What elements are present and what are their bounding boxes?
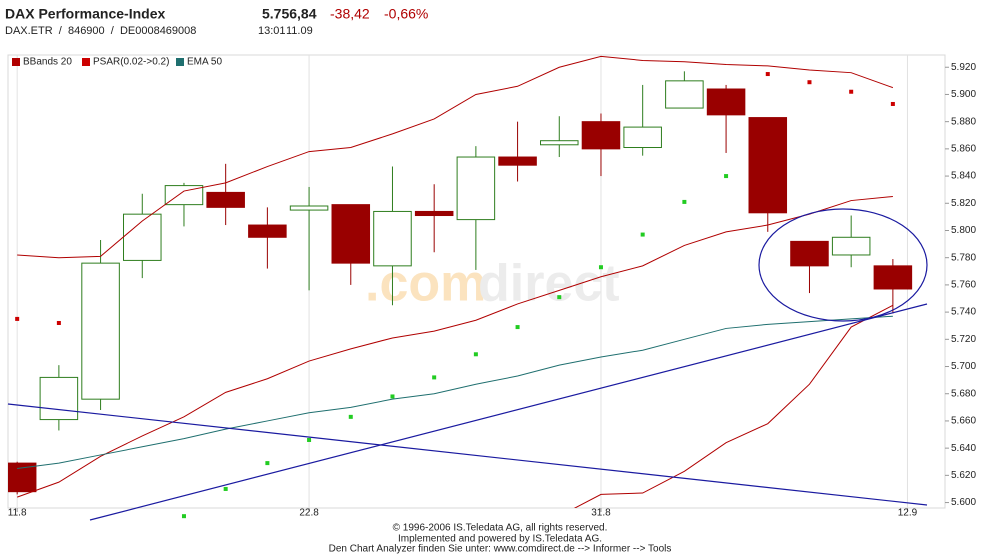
- candle-body: [81, 262, 120, 400]
- trend-line: [89, 303, 928, 521]
- candle-body: [456, 156, 496, 221]
- y-tick-label: 5.620: [951, 470, 976, 481]
- y-tick-label: 5.780: [951, 252, 976, 263]
- psar-dot: [307, 437, 312, 442]
- legend-label: BBands 20: [23, 57, 72, 68]
- band-upper: [17, 55, 894, 259]
- y-tick-label: 5.900: [951, 89, 976, 100]
- psar-dot: [432, 375, 437, 380]
- band-lower: [573, 304, 894, 508]
- psar-dot: [265, 461, 270, 466]
- psar-dot: [640, 232, 645, 237]
- candle-body: [790, 240, 829, 267]
- y-tick-label: 5.760: [951, 280, 976, 291]
- ids: DAX.ETR / 846900 / DE0008469008: [5, 25, 196, 37]
- price: 5.756,84: [262, 6, 317, 22]
- psar-dot: [515, 325, 520, 330]
- candle-body: [748, 117, 788, 214]
- candle-body: [206, 191, 245, 208]
- legend-label: EMA 50: [187, 57, 222, 68]
- y-tick-label: 5.820: [951, 198, 976, 209]
- y-tick-label: 5.700: [951, 361, 976, 372]
- change: -38,42: [330, 6, 370, 22]
- psar-dot: [390, 394, 395, 399]
- title: DAX Performance-Index: [5, 6, 165, 22]
- x-tick-label: 11.8: [8, 508, 27, 519]
- psar-dot: [181, 514, 186, 519]
- x-tick-label: 22.8: [299, 508, 319, 519]
- psar-dot: [765, 72, 770, 77]
- watermark-direct: direct: [478, 255, 620, 313]
- psar-dot: [849, 89, 854, 94]
- candle-body: [248, 224, 287, 238]
- y-tick-label: 5.860: [951, 144, 976, 155]
- psar-dot: [807, 80, 812, 85]
- legend-label: PSAR(0.02->0.2): [93, 57, 169, 68]
- footer: © 1996-2006 IS.Teledata AG, all rights r…: [393, 523, 608, 534]
- candle-body: [289, 205, 329, 211]
- psar-dot: [557, 295, 562, 300]
- candle-body: [414, 210, 454, 217]
- ema-line: [17, 315, 893, 470]
- footer: Implemented and powered by IS.Teledata A…: [398, 534, 602, 545]
- band-middle: [17, 195, 893, 498]
- legend-swatch: [12, 58, 20, 66]
- psar-dot: [348, 414, 353, 419]
- y-tick-label: 5.740: [951, 307, 976, 318]
- psar-dot: [56, 320, 61, 325]
- candle-body: [665, 80, 704, 109]
- psar-dot: [598, 265, 603, 270]
- candle-body: [623, 126, 662, 149]
- psar-dot: [473, 352, 478, 357]
- y-tick-label: 5.920: [951, 62, 976, 73]
- candle-body: [123, 213, 162, 261]
- highlight-ellipse: [758, 208, 928, 322]
- y-tick-label: 5.840: [951, 171, 976, 182]
- date: 11.09: [286, 25, 313, 37]
- candle-body: [540, 140, 579, 146]
- footer: Den Chart Analyzer finden Sie unter: www…: [329, 544, 672, 554]
- y-tick-label: 5.640: [951, 443, 976, 454]
- psar-dot: [15, 316, 20, 321]
- trend-line: [7, 403, 928, 506]
- candle-body: [581, 121, 621, 150]
- y-tick-label: 5.720: [951, 334, 976, 345]
- plot-frame: [7, 54, 946, 509]
- change-pct: -0,66%: [384, 6, 428, 22]
- y-tick-label: 5.680: [951, 388, 976, 399]
- time: 13:01: [258, 25, 286, 37]
- psar-dot: [682, 199, 687, 204]
- psar-dot: [890, 101, 895, 106]
- x-tick-label: 12.9: [898, 508, 918, 519]
- candle-body: [164, 185, 204, 206]
- psar-dot: [223, 486, 228, 491]
- candle-body: [8, 462, 37, 493]
- x-tick-label: 31.8: [591, 508, 611, 519]
- overlay: 5.600 5.620 5.640 5.660 5.680 5.700 5.720 5.740…: [8, 57, 977, 519]
- candle-body: [498, 156, 537, 166]
- y-tick-label: 5.600: [951, 497, 976, 508]
- y-tick-label: 5.880: [951, 116, 976, 127]
- candle-body: [831, 236, 871, 256]
- plot: [8, 55, 913, 508]
- legend-swatch: [176, 58, 184, 66]
- y-tick-label: 5.660: [951, 416, 976, 427]
- candle-body: [706, 88, 746, 116]
- legend-swatch: [82, 58, 90, 66]
- candle-body: [373, 210, 412, 267]
- psar-dot: [724, 174, 729, 179]
- candle-body: [39, 376, 79, 421]
- candle-body: [873, 265, 913, 290]
- y-tick-label: 5.800: [951, 225, 976, 236]
- candle-body: [331, 204, 371, 264]
